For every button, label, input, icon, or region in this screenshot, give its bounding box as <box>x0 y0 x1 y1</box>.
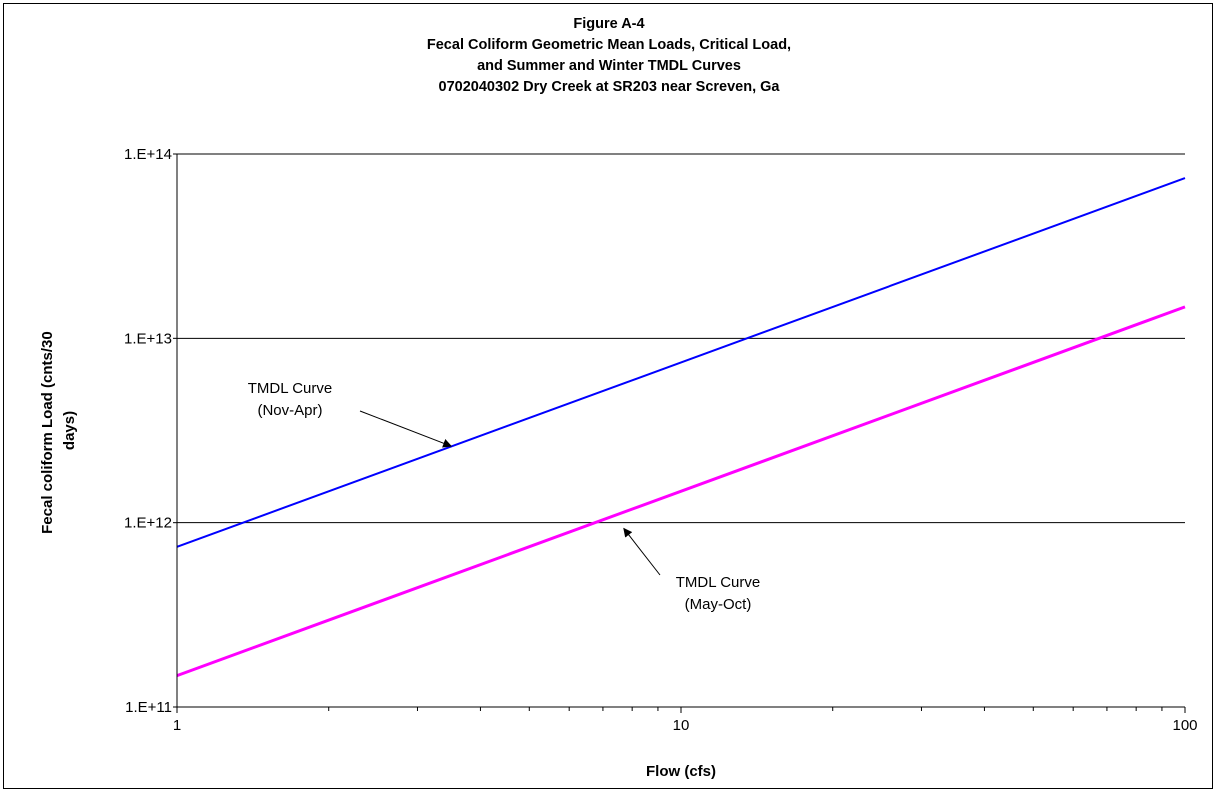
title-line-1: Figure A-4 <box>573 16 645 32</box>
y-tick-label: 1.E+12 <box>124 515 172 532</box>
x-axis-title: Flow (cfs) <box>646 763 716 780</box>
y-axis-title: Fecal coliform Load (cnts/30 days) <box>39 327 78 534</box>
annotation-label: (May-Oct) <box>685 596 752 613</box>
title-line-2: Fecal Coliform Geometric Mean Loads, Cri… <box>426 37 792 53</box>
series-line-2 <box>176 305 1186 678</box>
y-tick-label: 1.E+11 <box>125 699 172 716</box>
x-tick-label: 100 <box>1172 717 1197 734</box>
annotation-label: (Nov-Apr) <box>257 402 322 419</box>
y-axis-title-line-1: Fecal coliform Load (cnts/30 <box>39 331 56 534</box>
annotation-label: TMDL Curve <box>676 574 760 591</box>
annotation-arrow <box>623 527 661 576</box>
y-tick-label: 1.E+14 <box>124 146 172 163</box>
annotation-arrow <box>359 410 453 448</box>
y-axis-title-line-2: days) <box>61 411 78 450</box>
x-tick-label: 1 <box>173 717 181 734</box>
title-line-4: 0702040302 Dry Creek at SR203 near Screv… <box>438 79 780 95</box>
y-tick-label: 1.E+13 <box>124 330 172 347</box>
title-line-3: and Summer and Winter TMDL Curves <box>477 58 741 74</box>
x-tick-label: 10 <box>673 717 690 734</box>
annotation-label: TMDL Curve <box>248 380 332 397</box>
series-line-1 <box>176 177 1186 548</box>
chart-frame <box>3 3 1213 789</box>
chart-title: Figure A-4 Fecal Coliform Geometric Mean… <box>0 14 1218 98</box>
